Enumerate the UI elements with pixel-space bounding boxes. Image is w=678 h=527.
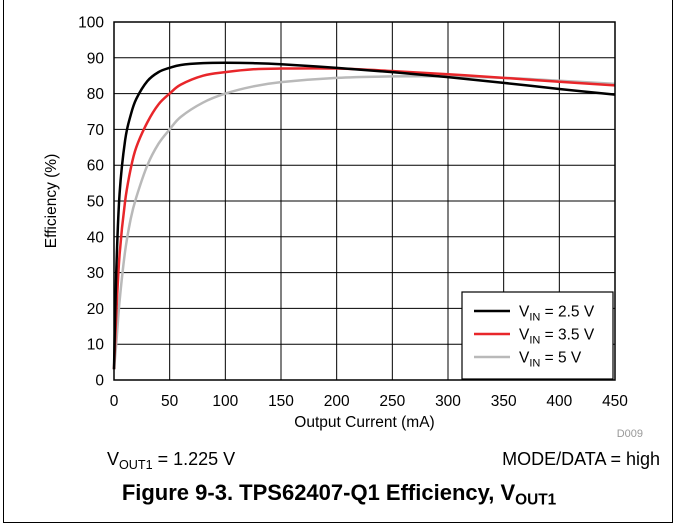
y-axis-label: Efficiency (%) <box>43 154 60 248</box>
x-tick-label: 400 <box>546 393 572 410</box>
vout-condition: VOUT1 = 1.225 V <box>107 449 236 472</box>
legend-label: VIN = 2.5 V <box>519 304 595 324</box>
x-tick-label: 350 <box>491 393 517 410</box>
series-line <box>112 61 616 370</box>
y-tick-label: 50 <box>87 194 105 211</box>
legend: VIN = 2.5 V VIN = 3.5 V VIN = 5 V <box>461 291 614 380</box>
y-tick-label: 70 <box>87 122 105 139</box>
y-tick-label: 10 <box>87 337 105 354</box>
legend-box <box>461 291 614 380</box>
y-tick-label: 0 <box>95 373 104 390</box>
y-tick-label: 40 <box>87 229 105 246</box>
y-tick-label: 60 <box>87 158 105 175</box>
y-tick-label: 100 <box>78 15 104 32</box>
y-tick-labels: 0 10 20 30 40 50 60 70 80 90 100 <box>78 15 104 390</box>
x-axis-label: Output Current (mA) <box>294 414 434 431</box>
y-tick-label: 90 <box>87 50 105 67</box>
y-tick-label: 30 <box>87 265 105 282</box>
x-tick-label: 0 <box>110 393 119 410</box>
figure-caption: Figure 9-3. TPS62407-Q1 Efficiency, VOUT… <box>121 480 557 509</box>
x-tick-label: 50 <box>161 393 179 410</box>
series-line <box>112 67 616 370</box>
plot-area <box>113 21 616 381</box>
x-tick-label: 450 <box>602 393 628 410</box>
x-tick-label: 200 <box>324 393 350 410</box>
figure-id: D009 <box>617 428 643 440</box>
x-tick-label: 300 <box>435 393 461 410</box>
efficiency-chart: 0 50 100 150 200 250 300 350 400 450 0 10 20 30 40 50 6… <box>43 15 643 441</box>
x-tick-label: 250 <box>379 393 405 410</box>
x-tick-label: 100 <box>212 393 238 410</box>
y-tick-label: 80 <box>87 86 105 103</box>
figure-frame <box>3 0 673 523</box>
x-tick-label: 150 <box>268 393 294 410</box>
legend-label: VIN = 5 V <box>519 350 582 370</box>
y-tick-label: 20 <box>87 301 105 318</box>
series-lines <box>112 61 616 370</box>
x-tick-labels: 0 50 100 150 200 250 300 350 400 450 <box>110 393 629 410</box>
mode-condition: MODE/DATA = high <box>502 449 660 469</box>
legend-label: VIN = 3.5 V <box>519 327 595 347</box>
